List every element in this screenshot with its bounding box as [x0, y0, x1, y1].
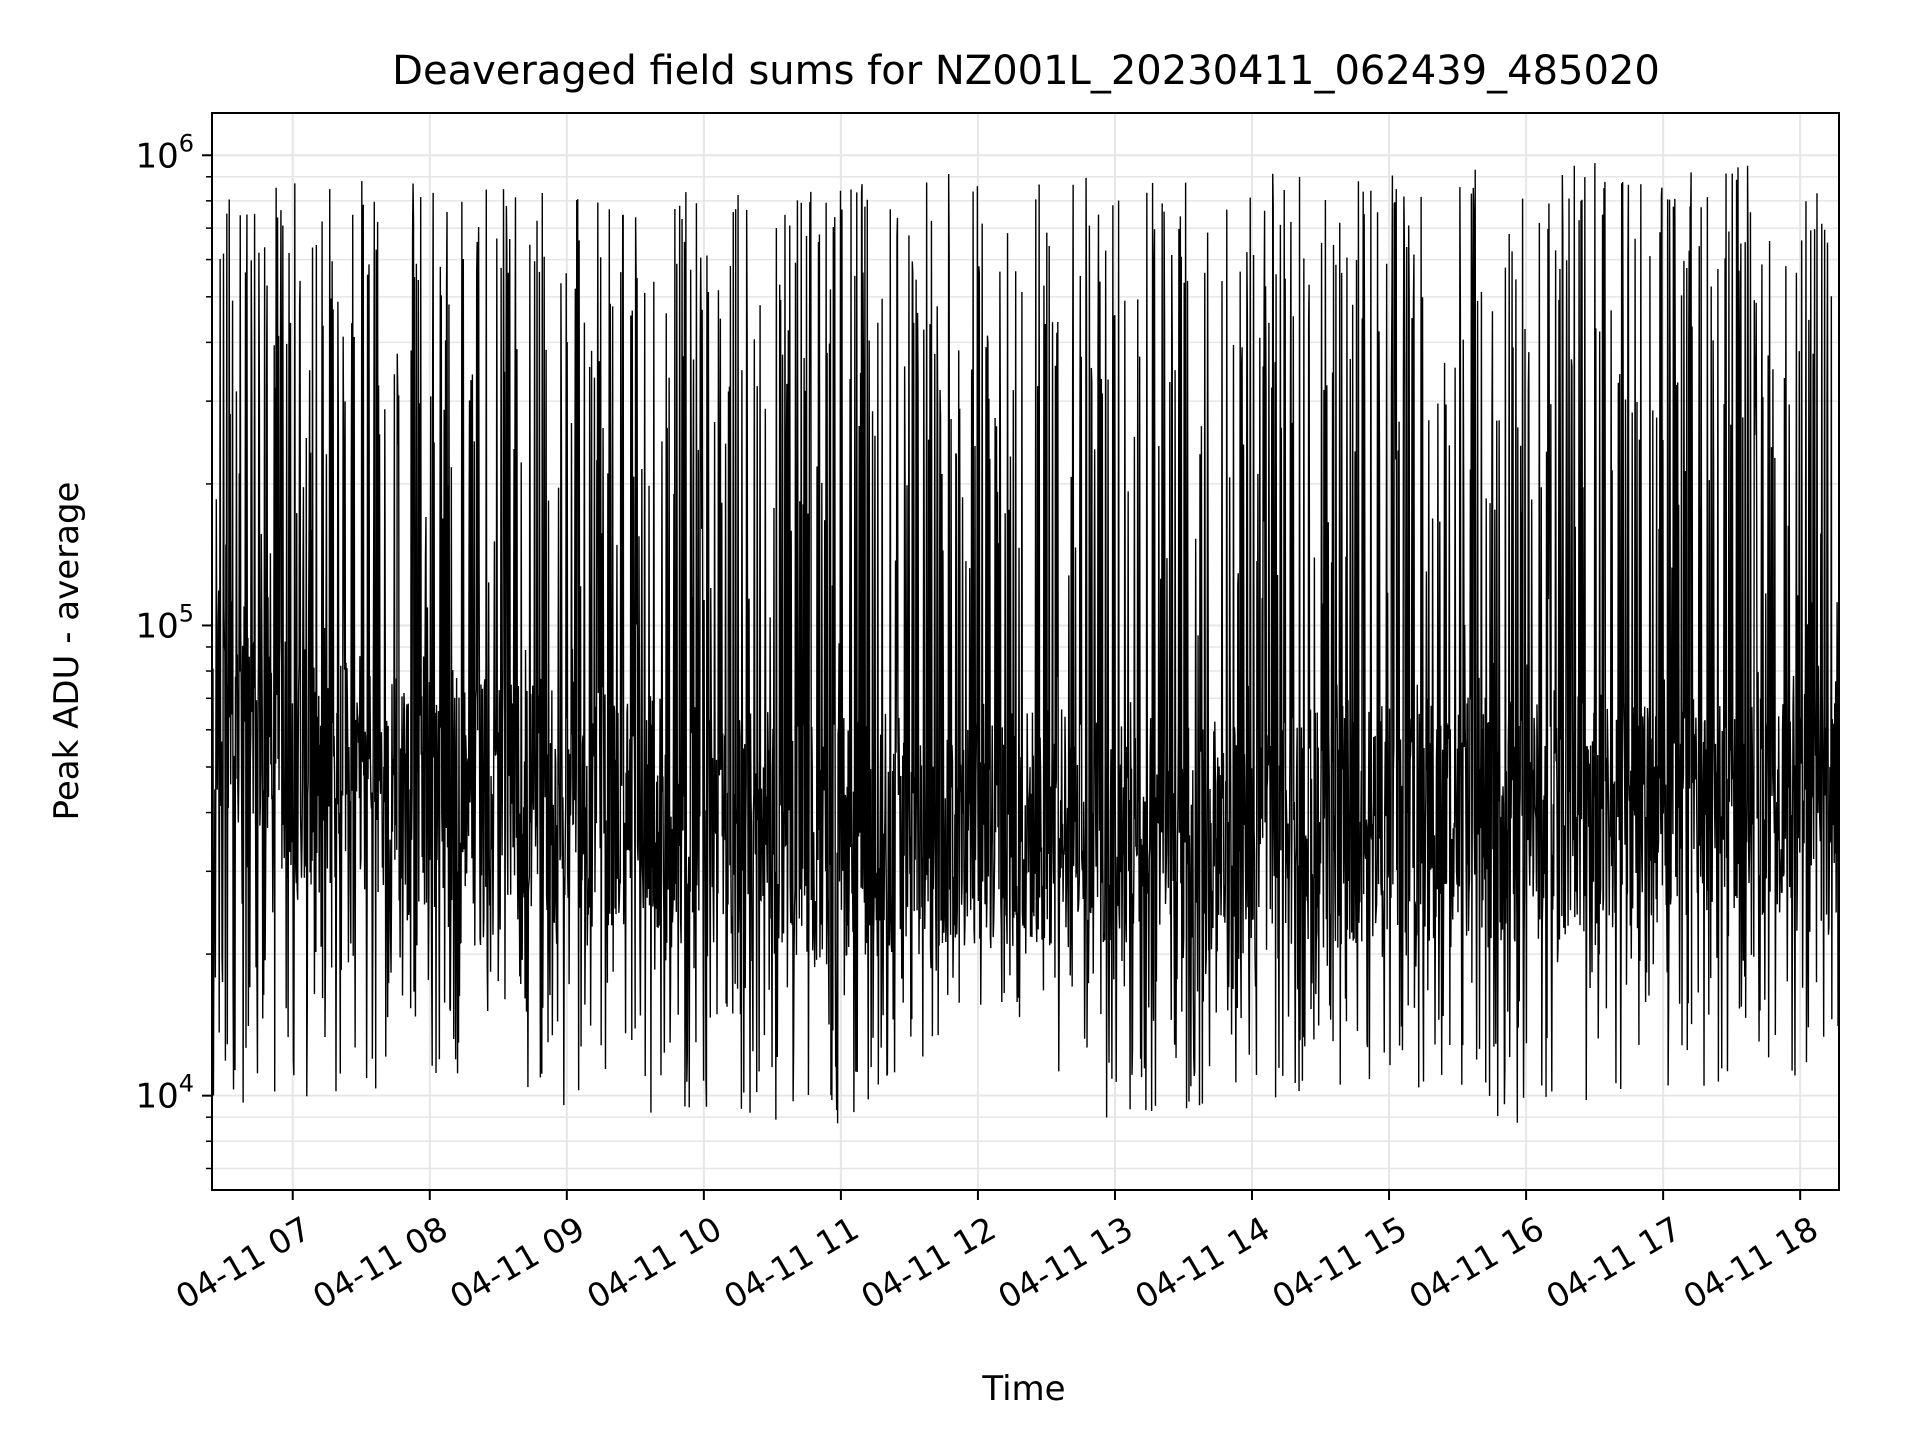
y-tick-label: 105 — [135, 599, 194, 646]
plot-frame — [211, 112, 1840, 1191]
series-line — [212, 163, 1839, 1124]
chart-title: Deaveraged field sums for NZ001L_2023041… — [392, 48, 1660, 94]
plot-area — [212, 163, 1839, 1124]
y-axis-label: Peak ADU - average — [47, 482, 87, 821]
y-tick-label: 106 — [135, 129, 194, 176]
y-tick-label: 104 — [135, 1070, 194, 1117]
x-axis-label: Time — [981, 1369, 1065, 1409]
y-axis: 104 105 106 — [135, 129, 212, 1170]
